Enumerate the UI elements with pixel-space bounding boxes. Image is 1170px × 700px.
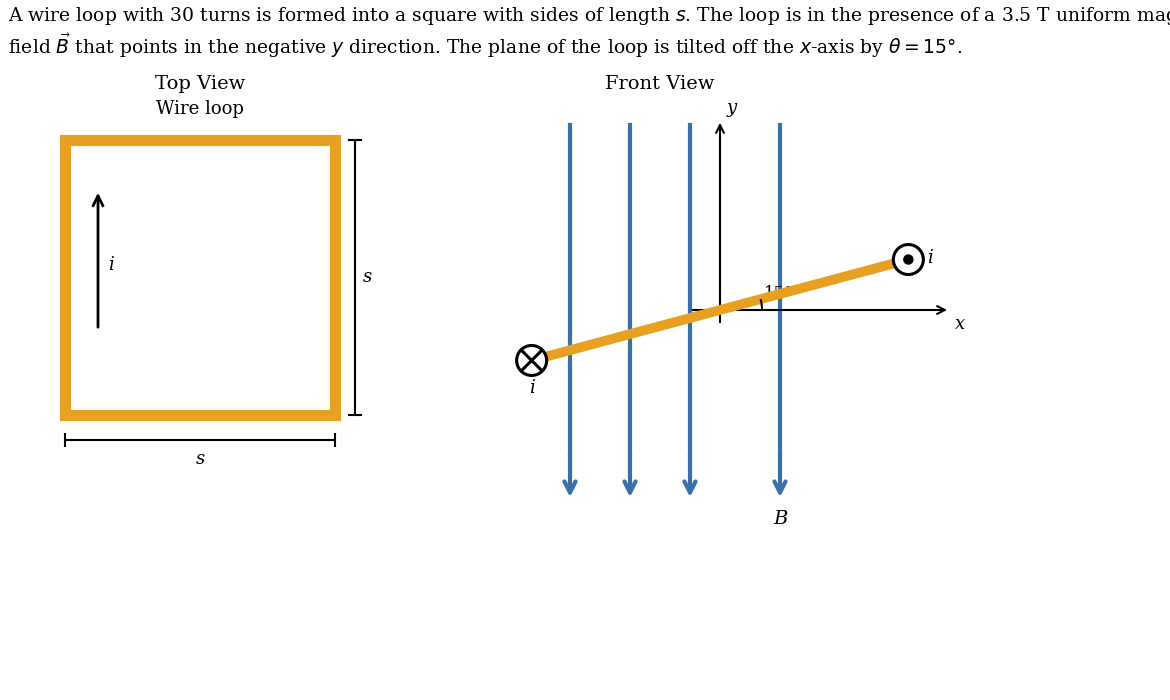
Text: s: s xyxy=(363,269,372,286)
Circle shape xyxy=(904,255,913,264)
Text: i: i xyxy=(928,248,934,267)
Text: field $\vec{B}$ that points in the negative $y$ direction. The plane of the loop: field $\vec{B}$ that points in the negat… xyxy=(8,32,962,60)
Text: A wire loop with 30 turns is formed into a square with sides of length $s$. The : A wire loop with 30 turns is formed into… xyxy=(8,5,1170,27)
Bar xyxy=(66,140,335,415)
Text: y: y xyxy=(727,99,737,117)
Text: Wire loop: Wire loop xyxy=(156,100,243,118)
Text: i: i xyxy=(529,379,535,398)
Text: x: x xyxy=(955,315,965,333)
Text: Top View: Top View xyxy=(154,75,246,93)
Circle shape xyxy=(517,346,546,375)
Text: s: s xyxy=(195,450,205,468)
Text: B: B xyxy=(773,510,787,528)
Text: 15°: 15° xyxy=(764,285,793,302)
Text: i: i xyxy=(108,256,113,274)
Circle shape xyxy=(894,244,923,274)
Text: Front View: Front View xyxy=(605,75,715,93)
